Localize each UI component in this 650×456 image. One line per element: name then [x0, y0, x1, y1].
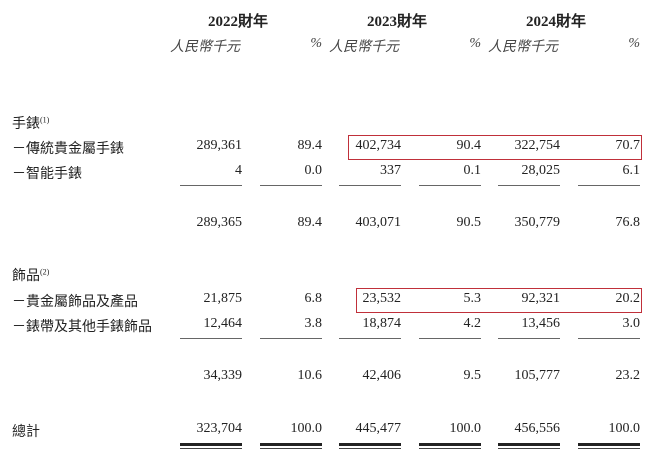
value-cell: 6.1	[622, 163, 641, 178]
unit-rmb: 人民幣千元	[329, 40, 399, 55]
value-cell: 18,874	[362, 316, 402, 331]
value-cell: 337	[380, 163, 401, 178]
value-cell: 402,734	[355, 138, 402, 153]
table-row: －傳統貴金屬手錶 289,361 89.4 402,734 90.4 322,7…	[0, 138, 650, 158]
unit-rmb: 人民幣千元	[170, 40, 240, 55]
value-cell: 403,071	[355, 215, 402, 230]
section-title-accessories: 飾品(2)	[0, 265, 650, 285]
unit-rmb: 人民幣千元	[488, 40, 558, 55]
value-cell: 3.8	[304, 316, 323, 331]
highlight-box	[356, 288, 642, 313]
footnote-ref: (2)	[40, 267, 50, 277]
section-title-watches: 手錶(1)	[0, 113, 650, 133]
value-cell: 289,365	[196, 215, 243, 230]
underline	[578, 185, 640, 186]
value-cell: 0.0	[304, 163, 323, 178]
unit-pct: %	[469, 36, 481, 51]
row-label: －貴金屬飾品及產品	[12, 295, 138, 310]
row-label: 總計	[12, 425, 40, 440]
underline	[339, 185, 401, 186]
value-cell: 445,477	[355, 421, 402, 436]
underline	[578, 338, 640, 339]
unit-pct: %	[628, 36, 640, 51]
underline	[180, 185, 242, 186]
value-cell: 105,777	[514, 368, 561, 383]
value-cell: 42,406	[362, 368, 402, 383]
value-cell: 70.7	[615, 138, 641, 153]
underline	[260, 185, 322, 186]
value-cell: 0.1	[463, 163, 482, 178]
underline	[180, 338, 242, 339]
value-cell: 90.4	[456, 138, 482, 153]
subtotal-row: 289,365 89.4 403,071 90.5 350,779 76.8	[0, 215, 650, 235]
value-cell: 100.0	[608, 421, 641, 436]
value-cell: 23.2	[615, 368, 641, 383]
value-cell: 20.2	[615, 291, 641, 306]
value-cell: 12,464	[203, 316, 243, 331]
value-cell: 323,704	[196, 421, 243, 436]
year-header-2024: 2024財年	[525, 14, 586, 30]
value-cell: 90.5	[456, 215, 482, 230]
value-cell: 4.2	[463, 316, 482, 331]
value-cell: 34,339	[203, 368, 243, 383]
row-label: －傳統貴金屬手錶	[12, 142, 124, 157]
underline	[419, 185, 481, 186]
double-underline	[180, 443, 242, 449]
double-underline	[419, 443, 481, 449]
double-underline	[260, 443, 322, 449]
row-label: －智能手錶	[12, 167, 82, 182]
underline	[339, 338, 401, 339]
year-header-2022: 2022財年	[207, 14, 268, 30]
table-row: －錶帶及其他手錶飾品 12,464 3.8 18,874 4.2 13,456 …	[0, 316, 650, 336]
highlight-box	[348, 135, 642, 160]
value-cell: 21,875	[203, 291, 243, 306]
underline	[419, 338, 481, 339]
unit-header-row: 人民幣千元 % 人民幣千元 % 人民幣千元 %	[0, 36, 650, 56]
value-cell: 13,456	[521, 316, 561, 331]
value-cell: 100.0	[449, 421, 482, 436]
value-cell: 89.4	[297, 138, 323, 153]
underline	[498, 185, 560, 186]
value-cell: 28,025	[521, 163, 561, 178]
underline	[260, 338, 322, 339]
value-cell: 322,754	[514, 138, 561, 153]
value-cell: 6.8	[304, 291, 323, 306]
value-cell: 3.0	[622, 316, 641, 331]
section-title: 手錶	[12, 117, 40, 132]
table-row: －貴金屬飾品及產品 21,875 6.8 23,532 5.3 92,321 2…	[0, 291, 650, 311]
section-title: 飾品	[12, 269, 40, 284]
footnote-ref: (1)	[40, 115, 50, 125]
total-row: 總計 323,704 100.0 445,477 100.0 456,556 1…	[0, 421, 650, 441]
double-underline	[339, 443, 401, 449]
value-cell: 100.0	[290, 421, 323, 436]
value-cell: 92,321	[521, 291, 561, 306]
double-underline	[578, 443, 640, 449]
value-cell: 23,532	[362, 291, 402, 306]
value-cell: 456,556	[514, 421, 561, 436]
underline	[498, 338, 560, 339]
year-header-2023: 2023財年	[366, 14, 427, 30]
value-cell: 89.4	[297, 215, 323, 230]
value-cell: 10.6	[297, 368, 323, 383]
double-underline	[498, 443, 560, 449]
row-label: －錶帶及其他手錶飾品	[12, 320, 152, 335]
value-cell: 289,361	[196, 138, 243, 153]
table-row: －智能手錶 4 0.0 337 0.1 28,025 6.1	[0, 163, 650, 183]
value-cell: 76.8	[615, 215, 641, 230]
value-cell: 350,779	[514, 215, 561, 230]
value-cell: 9.5	[463, 368, 482, 383]
subtotal-row: 34,339 10.6 42,406 9.5 105,777 23.2	[0, 368, 650, 388]
unit-pct: %	[310, 36, 322, 51]
value-cell: 4	[235, 163, 242, 178]
value-cell: 5.3	[463, 291, 482, 306]
